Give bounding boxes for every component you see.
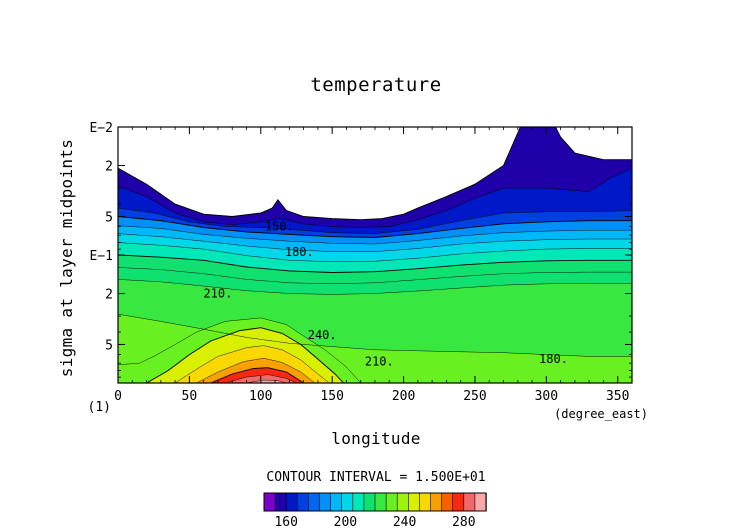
y-tick-label: 5: [105, 338, 113, 353]
y-axis-ticks: E−2 2 5 E−1 2 5: [90, 121, 632, 378]
colorbar-swatch: [319, 492, 332, 512]
colorbar-swatch: [363, 492, 376, 512]
contour-label-3: 240.: [308, 328, 337, 342]
colorbar-swatch: [385, 492, 398, 512]
contour-line-170: [118, 207, 632, 234]
colorbar-swatch: [296, 492, 310, 512]
y-tick-label: E−1: [90, 249, 113, 264]
x-tick-label: 100: [249, 389, 272, 404]
colorbar-swatch: [463, 492, 476, 512]
x-tick-label: 250: [463, 389, 486, 404]
x-axis-ticks: 0 50 100 150 200 250 300 350: [114, 127, 629, 404]
contour-line-215: [118, 267, 632, 285]
contour-fills: [118, 127, 632, 383]
colorbar-swatch: [330, 492, 343, 512]
contour-interval-text: CONTOUR INTERVAL = 1.500E+01: [266, 470, 485, 485]
contour-lines: [118, 127, 632, 383]
contour-labels: 150. 180. 210. 240. 210. 180.: [203, 220, 568, 369]
colorbar-swatch: [374, 492, 387, 512]
y-unit-label: (1): [88, 400, 111, 415]
y-tick-label: 2: [105, 288, 113, 303]
colorbar-swatch: [474, 492, 487, 512]
contour-label-0: 150.: [265, 220, 294, 234]
contour-line-150: [118, 127, 632, 221]
contour-line-240: [146, 327, 344, 383]
colorbar-swatch: [452, 492, 465, 512]
y-tick-label: 2: [105, 160, 113, 175]
colorbar-swatch: [441, 492, 454, 512]
contour-line-280: [225, 374, 297, 383]
contour-line-260: [196, 357, 316, 383]
colorbar-swatch: [263, 492, 276, 512]
contour-label-5: 180.: [539, 352, 568, 366]
x-axis-label: longitude: [331, 429, 420, 448]
colorbar-label: 280: [452, 515, 475, 530]
contour-label-4: 210.: [365, 355, 394, 369]
contour-line-270: [210, 367, 304, 383]
contour-line-190: [118, 225, 632, 245]
x-tick-label: 150: [320, 389, 343, 404]
contour-label-1: 180.: [285, 245, 314, 259]
contour-label-2: 210.: [203, 287, 232, 301]
y-tick-label: 5: [105, 210, 113, 225]
colorbar: [263, 492, 487, 512]
contour-line-220: [118, 279, 632, 295]
colorbar-label: 160: [274, 515, 297, 530]
contour-line-230: [118, 317, 361, 383]
colorbar-swatch: [419, 492, 432, 512]
x-tick-label: 350: [606, 389, 629, 404]
colorbar-label: 200: [334, 515, 357, 530]
contour-line-205: [118, 242, 632, 263]
x-tick-label: 200: [392, 389, 415, 404]
x-tick-label: 300: [535, 389, 558, 404]
contour-line-160: [118, 167, 632, 228]
colorbar-swatch: [407, 492, 421, 512]
chart-title: temperature: [310, 74, 441, 96]
colorbar-swatch: [285, 492, 299, 512]
colorbar-swatch: [341, 492, 354, 512]
colorbar-labels: 160 200 240 280: [274, 515, 475, 530]
x-tick-label: 0: [114, 389, 122, 404]
contour-line-200: [118, 233, 632, 252]
contour-line-210: [118, 254, 632, 273]
colorbar-swatch: [352, 492, 365, 512]
colorbar-label: 240: [393, 515, 416, 530]
colorbar-swatch: [308, 492, 321, 512]
y-axis-label: sigma at layer midpoints: [57, 139, 76, 377]
x-unit-label: (degree_east): [554, 407, 648, 421]
y-tick-label: E−2: [90, 121, 113, 136]
colorbar-swatch: [274, 492, 287, 512]
contour-line-250: [174, 345, 330, 383]
colorbar-swatch: [396, 492, 410, 512]
colorbar-frame: [263, 492, 487, 512]
colorbar-swatch: [430, 492, 443, 512]
contour-line-180: [118, 216, 632, 238]
contour-line-290: [246, 379, 287, 383]
x-tick-label: 50: [182, 389, 198, 404]
